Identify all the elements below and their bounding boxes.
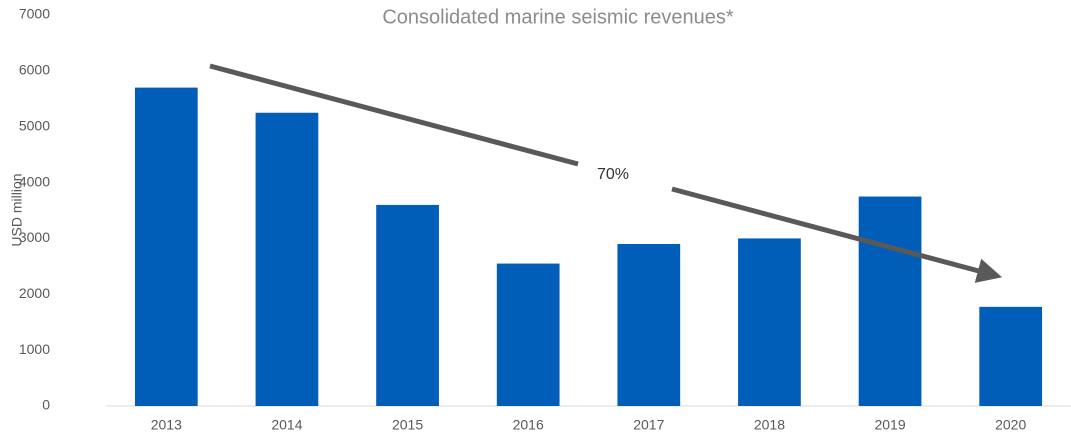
x-tick-label: 2016 [513,417,544,433]
y-tick-label: 3000 [19,229,50,245]
y-tick-label: 0 [42,397,50,413]
x-tick-label: 2014 [271,417,302,433]
bar [134,87,198,406]
x-tick-label: 2013 [151,417,182,433]
bar [858,196,922,406]
y-tick-label: 5000 [19,117,50,133]
y-tick-label: 2000 [19,285,50,301]
bar [617,244,681,406]
x-tick-label: 2017 [633,417,664,433]
annotation: 70% [597,166,629,183]
x-tick-label: 2020 [995,417,1026,433]
y-tick-label: 6000 [19,62,50,78]
trend-arrow [209,63,579,167]
y-tick-label: 7000 [19,6,50,22]
bar [255,112,319,406]
x-tick-label: 2018 [754,417,785,433]
bar [496,263,560,406]
plot: 0 1000 2000 3000 4000 5000 6000 7000 2013 2014 201… [19,6,1043,433]
x-tick-label: 2015 [392,417,423,433]
y-tick-label: 4000 [19,173,50,189]
trend-arrow-head [671,186,1003,283]
chart-title: Consolidated marine seismic revenues* [382,6,733,28]
bar [979,306,1043,406]
bar [376,204,439,406]
bar [738,238,801,406]
x-tick-label: 2019 [874,417,905,433]
y-tick-label: 1000 [19,341,50,357]
y-axis-label: USD million [9,173,25,246]
